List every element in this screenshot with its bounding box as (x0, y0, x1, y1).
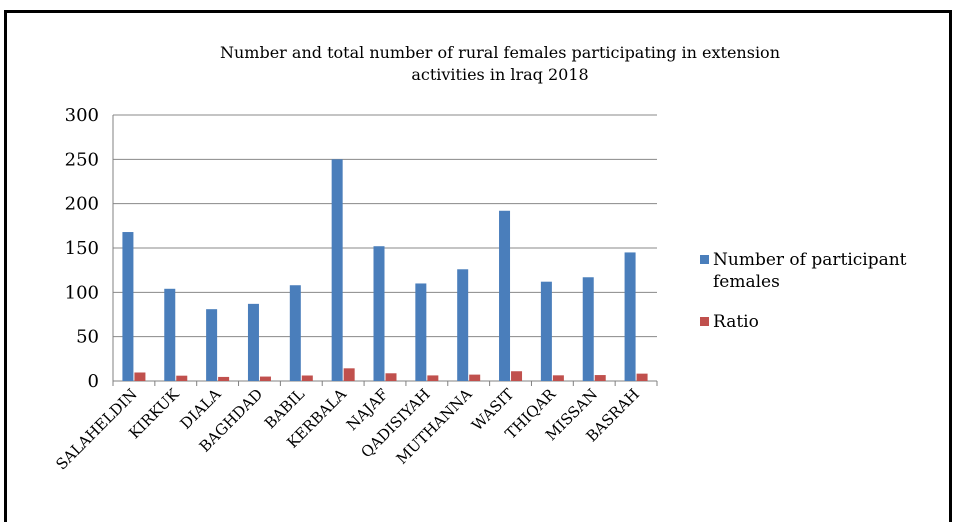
y-tick-label: 50 (76, 327, 99, 348)
bar-ratio (511, 371, 523, 381)
bar-ratio (259, 376, 271, 381)
bar-participant-females (415, 283, 427, 381)
bar-participant-females (122, 232, 134, 381)
bar-participant-females (457, 269, 469, 381)
bar-participant-females (289, 285, 301, 381)
y-axis-ticks: 300 250 200 150 100 50 0 (65, 105, 99, 392)
bar-ratio (594, 375, 606, 381)
legend-label: females (713, 272, 780, 292)
bar-ratio (552, 375, 564, 381)
bar-participant-females (206, 309, 218, 381)
legend-swatch (700, 317, 709, 326)
bar-participant-females (164, 288, 176, 381)
bar-participant-females (499, 210, 511, 381)
y-tick-label: 100 (65, 282, 99, 303)
y-tick-label: 150 (65, 238, 99, 259)
bar-participant-females (247, 303, 259, 381)
bar-ratio (385, 373, 397, 381)
x-axis-ticks: SALAHELDINKIRKUKDIALABAGHDADBABILKERBALA… (52, 385, 643, 474)
bar-ratio (427, 375, 439, 381)
bar-participant-females (373, 246, 385, 381)
gridlines (112, 114, 658, 386)
y-tick-label: 300 (65, 105, 99, 126)
bar-participant-females (624, 252, 636, 381)
bars (122, 159, 648, 381)
legend-swatch (700, 255, 709, 264)
y-tick-label: 250 (65, 149, 99, 170)
bar-participant-females (331, 159, 343, 381)
y-tick-label: 0 (88, 371, 99, 392)
legend-label: Ratio (713, 312, 759, 332)
bar-participant-females (582, 277, 594, 381)
bar-ratio (301, 375, 313, 381)
bar-ratio (218, 376, 230, 381)
legend-label: Number of participant (713, 250, 907, 270)
chart-title: Number and total number of rural females… (220, 43, 780, 84)
bar-participant-females (540, 281, 552, 381)
chart-frame (4, 10, 952, 522)
bar-ratio (176, 375, 188, 381)
chart-title-line-1: Number and total number of rural females… (220, 43, 780, 62)
bar-ratio (343, 368, 355, 381)
y-tick-label: 200 (65, 194, 99, 215)
bar-ratio (636, 373, 648, 381)
bar-ratio (469, 374, 481, 381)
x-tick-label: MUTHANNA (393, 385, 476, 468)
chart-title-line-2: activities in lraq 2018 (411, 65, 588, 84)
bar-ratio (134, 372, 146, 381)
